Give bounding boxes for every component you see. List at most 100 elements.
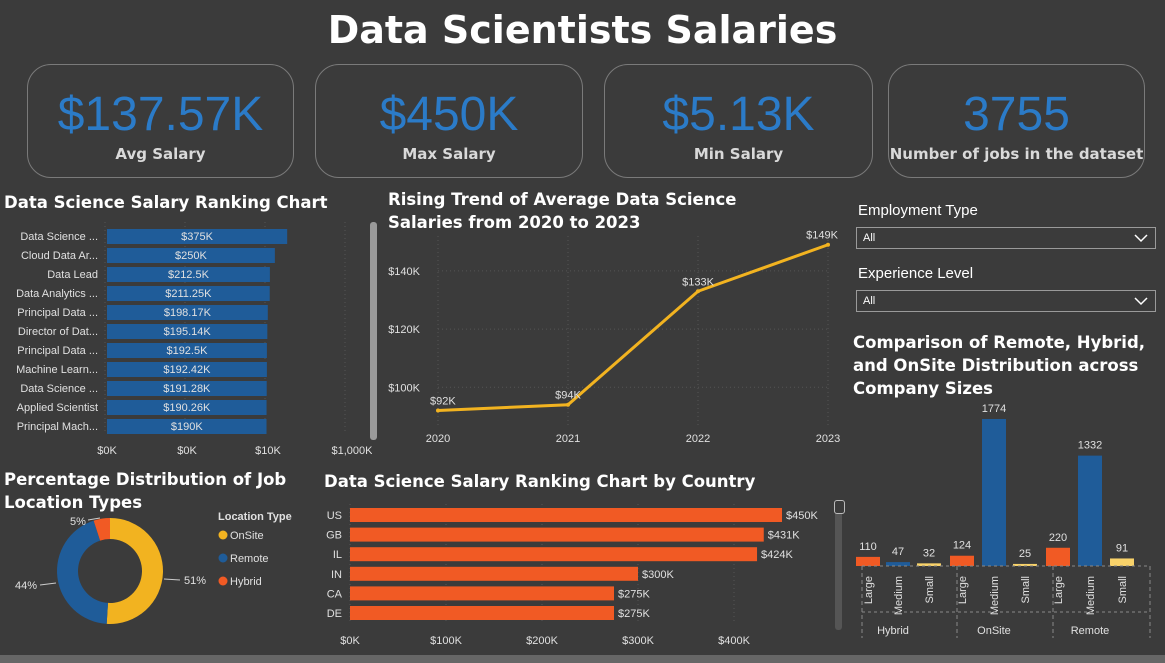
bar: [350, 586, 614, 601]
bar: [1046, 547, 1070, 566]
bar: [107, 229, 288, 244]
bar: [350, 566, 638, 581]
y-tick-label: $140K: [388, 266, 420, 278]
legend-marker: [218, 553, 228, 563]
data-label: $275K: [618, 588, 650, 600]
employment-type-dropdown[interactable]: All: [856, 227, 1156, 249]
x-tick-label: $1,000K: [332, 445, 372, 457]
data-label: $192.42K: [163, 364, 211, 376]
experience-level-value: All: [863, 295, 876, 307]
data-label: $133K: [682, 276, 714, 288]
data-label: $300K: [642, 569, 674, 581]
data-label: $450K: [786, 510, 818, 522]
donut-slice: [93, 518, 110, 541]
bar: [107, 267, 270, 282]
dashboard-title: Data Scientists Salaries: [327, 8, 838, 52]
category-label: Data Analytics ...: [16, 288, 98, 300]
job-ranking-chart: Data Science ... $375K Cloud Data Ar... $25…: [16, 222, 372, 457]
kpi-label: Number of jobs in the dataset: [889, 145, 1144, 163]
kpi-value: $450K: [379, 88, 519, 141]
bar: [917, 563, 941, 566]
data-label: $195.14K: [164, 326, 212, 338]
category-label: Machine Learn...: [16, 364, 98, 376]
data-point: [696, 289, 700, 294]
data-label: 5%: [70, 516, 86, 528]
experience-level-dropdown[interactable]: All: [856, 290, 1156, 312]
data-label: $92K: [430, 396, 456, 408]
salary-trend-chart: $100K $120K $140K $92K 2020 $94K 2021 $133K 2022…: [388, 230, 840, 445]
country-ranking-chart-title: Data Science Salary Ranking Chart by Cou…: [324, 472, 756, 491]
bar: [107, 305, 268, 320]
bar: [107, 324, 268, 339]
bar: [1078, 455, 1102, 566]
x-tick-label: 2020: [426, 433, 450, 445]
bar: [107, 381, 267, 396]
bar: [1013, 563, 1037, 566]
category-label: IL: [333, 549, 342, 561]
experience-level-label: Experience Level: [858, 265, 974, 282]
category-label: Principal Mach...: [17, 421, 98, 433]
x-tick-label: 2021: [556, 433, 580, 445]
job-ranking-scrollbar[interactable]: [370, 222, 377, 440]
data-label: $431K: [768, 530, 800, 542]
category-label: Cloud Data Ar...: [21, 250, 98, 262]
category-label: Medium: [989, 576, 1001, 615]
category-label: Data Science ...: [20, 383, 98, 395]
bar: [350, 606, 614, 620]
leader-line: [87, 517, 101, 521]
category-label: Small: [1020, 576, 1032, 604]
data-label: 124: [953, 540, 971, 552]
x-tick-label: $0K: [177, 445, 197, 457]
employment-type-value: All: [863, 232, 876, 244]
data-label: 47: [892, 546, 904, 558]
data-label: $149K: [806, 230, 838, 242]
kpi-value: 3755: [963, 88, 1070, 141]
y-tick-label: $100K: [388, 382, 420, 394]
category-label: Large: [863, 576, 875, 604]
kpi-card-job-count: 3755 Number of jobs in the dataset: [888, 64, 1145, 178]
country-ranking-chart: $0K $100K $200K $300K $400K US $450K GB $431K IL $…: [326, 504, 818, 647]
x-tick-label: $10K: [255, 445, 281, 457]
category-label: Large: [957, 576, 969, 604]
category-label: Data Lead: [47, 269, 98, 281]
bar: [350, 508, 782, 522]
data-label: 110: [859, 541, 877, 553]
bar: [107, 419, 267, 434]
bar: [107, 248, 275, 263]
x-tick-label: $300K: [622, 635, 654, 647]
data-label: 91: [1116, 542, 1128, 554]
group-label: Remote: [1071, 625, 1110, 637]
chevron-down-icon: [1134, 234, 1148, 243]
category-label: Large: [1053, 576, 1065, 604]
data-label: $94K: [555, 390, 581, 402]
data-point: [436, 408, 440, 413]
chevron-down-icon: [1134, 297, 1148, 306]
data-label: 1332: [1078, 440, 1102, 452]
employment-type-label: Employment Type: [858, 202, 978, 219]
x-tick-label: 2022: [686, 433, 710, 445]
category-label: IN: [331, 569, 342, 581]
data-label: $211.25K: [165, 288, 212, 300]
x-tick-label: $0K: [340, 635, 360, 647]
donut-slice: [57, 520, 108, 624]
series-line: [437, 243, 829, 413]
data-label: 1774: [982, 403, 1006, 415]
salary-trend-chart-title: Rising Trend of Average Data Science Sal…: [388, 190, 737, 232]
x-tick-label: $0K: [97, 445, 117, 457]
legend-title: Location Type: [218, 511, 292, 523]
bottom-scrollbar[interactable]: [0, 655, 1165, 663]
legend-label: Hybrid: [230, 576, 262, 588]
data-label: $212.5K: [168, 269, 210, 281]
data-label: $375K: [181, 231, 213, 243]
work-mode-chart: 110 Large 47 Medium 32 Small Hybrid 124 Large 177…: [856, 403, 1151, 638]
data-label: $424K: [761, 549, 793, 561]
country-ranking-scroll-thumb[interactable]: [834, 500, 845, 514]
location-type-chart-title: Percentage Distribution of Job Location …: [4, 470, 287, 512]
x-tick-label: $400K: [718, 635, 750, 647]
kpi-card-avg-salary: $137.57K Avg Salary: [27, 64, 294, 178]
bar: [107, 400, 267, 415]
data-label: $191.28K: [163, 383, 211, 395]
country-ranking-scrollbar[interactable]: [835, 500, 842, 630]
category-label: Principal Data ...: [17, 307, 98, 319]
category-label: Small: [924, 576, 936, 604]
